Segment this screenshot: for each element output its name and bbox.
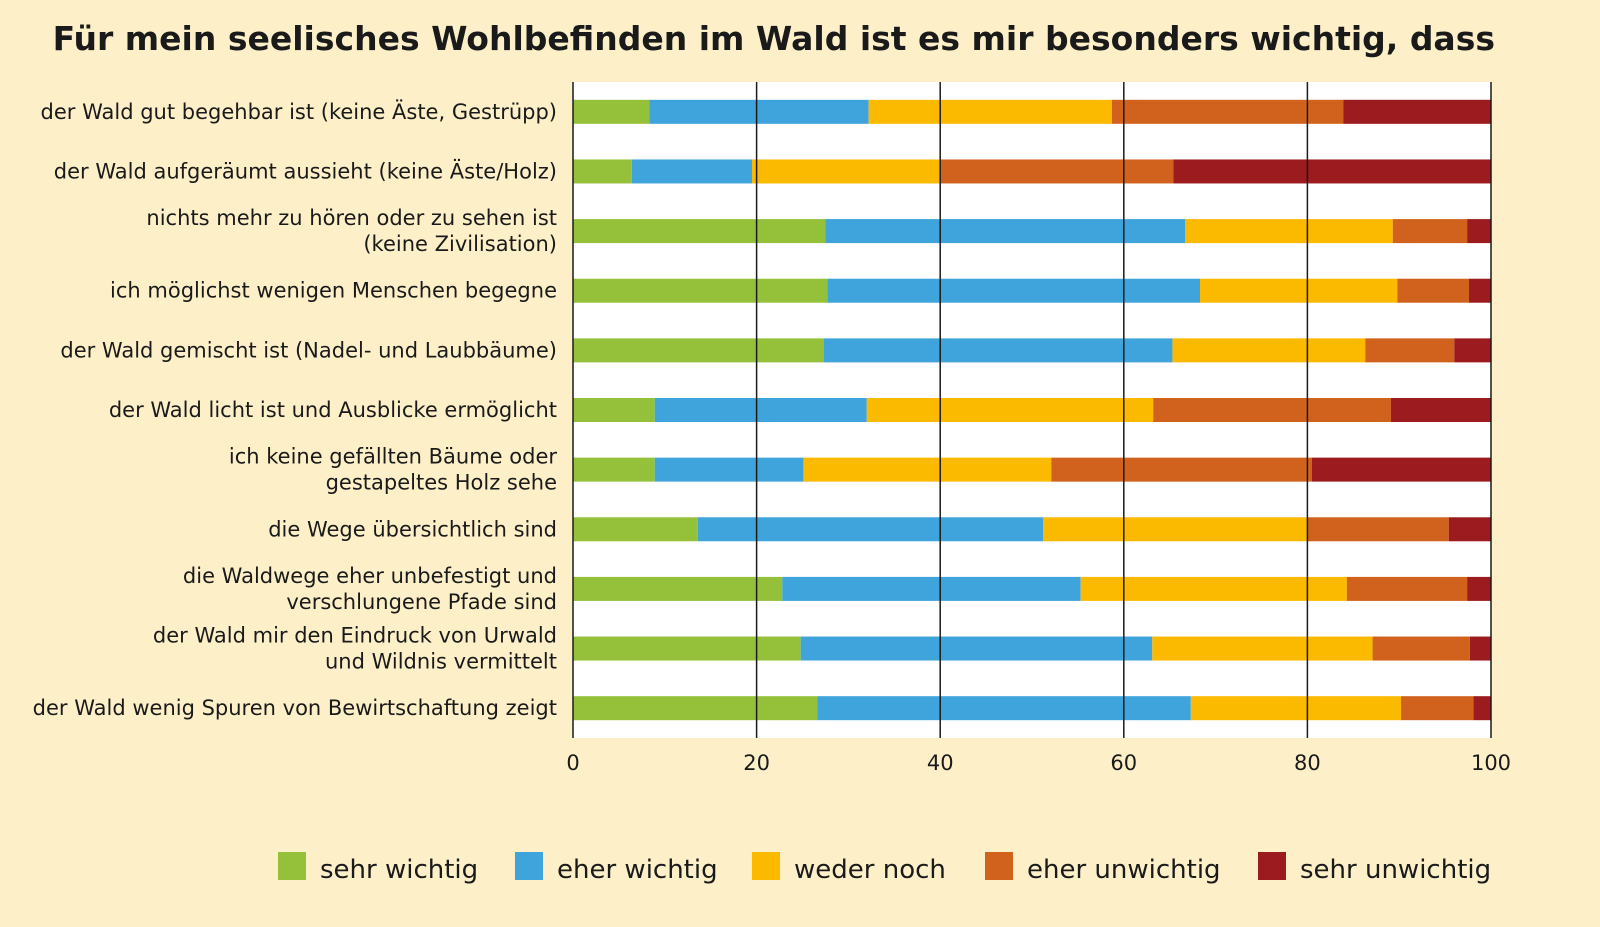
category-label: verschlungene Pfade sind xyxy=(286,590,557,614)
bar-segment-sehr-wichtig xyxy=(573,159,632,184)
bar-segment-sehr-unwichtig xyxy=(1473,696,1491,721)
bar-segment-sehr-wichtig xyxy=(573,338,824,363)
bar-segment-sehr-unwichtig xyxy=(1469,636,1491,661)
bar-segment-eher-wichtig xyxy=(817,696,1191,721)
bars xyxy=(573,99,1491,721)
legend-swatch xyxy=(985,852,1013,880)
bar-segment-eher-wichtig xyxy=(782,576,1081,601)
gridlines xyxy=(572,82,1492,738)
bar-segment-eher-wichtig xyxy=(825,219,1186,244)
bar-segment-sehr-wichtig xyxy=(573,99,650,124)
bar-segment-sehr-unwichtig xyxy=(1454,338,1491,363)
bar-segment-sehr-unwichtig xyxy=(1311,457,1491,482)
bar-segment-eher-wichtig xyxy=(654,457,804,482)
category-label: der Wald wenig Spuren von Bewirtschaftun… xyxy=(33,696,557,720)
bar-segment-eher-unwichtig xyxy=(1307,517,1449,542)
category-labels: der Wald gut begehbar ist (keine Äste, G… xyxy=(33,99,558,720)
bar-segment-sehr-unwichtig xyxy=(1448,517,1491,542)
legend-swatch xyxy=(1258,852,1286,880)
bar-segment-eher-wichtig xyxy=(649,99,869,124)
legend-swatch xyxy=(752,852,780,880)
bar-segment-eher-unwichtig xyxy=(1392,219,1468,244)
bar-segment-sehr-unwichtig xyxy=(1390,398,1491,422)
x-tick-label: 20 xyxy=(743,751,770,775)
bar-segment-sehr-wichtig xyxy=(573,517,698,542)
bar-segment-eher-wichtig xyxy=(631,159,753,184)
legend-label: eher unwichtig xyxy=(1027,855,1221,885)
category-label: (keine Zivilisation) xyxy=(363,232,557,256)
legend-label: sehr wichtig xyxy=(320,855,478,885)
bar-segment-eher-unwichtig xyxy=(1401,696,1474,721)
legend-label: eher wichtig xyxy=(557,855,718,885)
x-tick-label: 60 xyxy=(1110,751,1137,775)
category-label: ich keine gefällten Bäume oder xyxy=(229,445,557,469)
bar-segment-eher-unwichtig xyxy=(1365,338,1455,363)
bar-segment-sehr-unwichtig xyxy=(1173,159,1491,184)
category-label: die Wege übersichtlich sind xyxy=(268,517,557,541)
x-tick-label: 0 xyxy=(566,751,579,775)
x-tick-label: 80 xyxy=(1294,751,1321,775)
category-label: ich möglichst wenigen Menschen begegne xyxy=(110,279,557,303)
bar-segment-weder-noch xyxy=(868,99,1112,124)
category-label: der Wald mir den Eindruck von Urwald xyxy=(153,624,557,648)
bar-segment-sehr-wichtig xyxy=(573,696,818,721)
bar-segment-eher-unwichtig xyxy=(1111,99,1344,124)
bar-segment-eher-wichtig xyxy=(827,278,1200,303)
bar-segment-weder-noch xyxy=(1190,696,1402,721)
bar-segment-sehr-wichtig xyxy=(573,576,783,601)
bar-segment-weder-noch xyxy=(866,398,1154,422)
bar-segment-sehr-unwichtig xyxy=(1467,219,1491,244)
bar-segment-weder-noch xyxy=(1172,338,1366,363)
bar-segment-sehr-wichtig xyxy=(573,457,655,482)
category-label: der Wald gut begehbar ist (keine Äste, G… xyxy=(41,99,557,124)
category-label: die Waldwege eher unbefestigt und xyxy=(183,564,557,588)
bar-segment-weder-noch xyxy=(1199,278,1398,303)
x-tick-labels: 0 20 40 60 80 100 xyxy=(566,751,1511,775)
bar-segment-eher-wichtig xyxy=(823,338,1173,363)
chart-title: Für mein seelisches Wohlbefinden im Wald… xyxy=(53,19,1495,58)
bar-segment-sehr-wichtig xyxy=(573,219,826,244)
bar-segment-eher-unwichtig xyxy=(1397,278,1469,303)
bar-segment-eher-unwichtig xyxy=(1051,457,1312,482)
bar-segment-eher-unwichtig xyxy=(940,159,1174,184)
legend-swatch xyxy=(278,852,306,880)
legend-label: weder noch xyxy=(794,855,946,885)
bar-segment-weder-noch xyxy=(752,159,941,184)
bar-segment-sehr-wichtig xyxy=(573,398,655,422)
bar-segment-weder-noch xyxy=(1152,636,1373,661)
category-label: nichts mehr zu hören oder zu sehen ist xyxy=(146,206,557,230)
bar-segment-eher-wichtig xyxy=(654,398,867,422)
bar-segment-eher-unwichtig xyxy=(1153,398,1391,422)
bar-segment-sehr-unwichtig xyxy=(1468,278,1491,303)
bar-segment-eher-wichtig xyxy=(800,636,1153,661)
bar-segment-eher-wichtig xyxy=(697,517,1044,542)
bar-segment-weder-noch xyxy=(1080,576,1347,601)
bar-segment-sehr-unwichtig xyxy=(1343,99,1491,124)
bar-segment-eher-unwichtig xyxy=(1372,636,1470,661)
legend: sehr wichtig eher wichtig weder noch eher u… xyxy=(278,852,1491,885)
legend-label: sehr unwichtig xyxy=(1300,855,1491,885)
bar-segment-eher-unwichtig xyxy=(1346,576,1468,601)
bar-segment-sehr-wichtig xyxy=(573,636,801,661)
bar-segment-weder-noch xyxy=(803,457,1052,482)
category-label: der Wald aufgeräumt aussieht (keine Äste… xyxy=(54,158,557,183)
category-label: gestapeltes Holz sehe xyxy=(326,471,557,495)
category-label: der Wald gemischt ist (Nadel- und Laubbä… xyxy=(60,338,557,362)
bar-segment-weder-noch xyxy=(1043,517,1308,542)
bar-segment-sehr-unwichtig xyxy=(1467,576,1491,601)
category-label: der Wald licht ist und Ausblicke ermögli… xyxy=(109,398,557,422)
x-tick-label: 100 xyxy=(1471,751,1511,775)
bar-segment-sehr-wichtig xyxy=(573,278,828,303)
legend-swatch xyxy=(515,852,543,880)
bar-segment-weder-noch xyxy=(1185,219,1393,244)
category-label: und Wildnis vermittelt xyxy=(325,650,557,674)
x-tick-label: 40 xyxy=(927,751,954,775)
